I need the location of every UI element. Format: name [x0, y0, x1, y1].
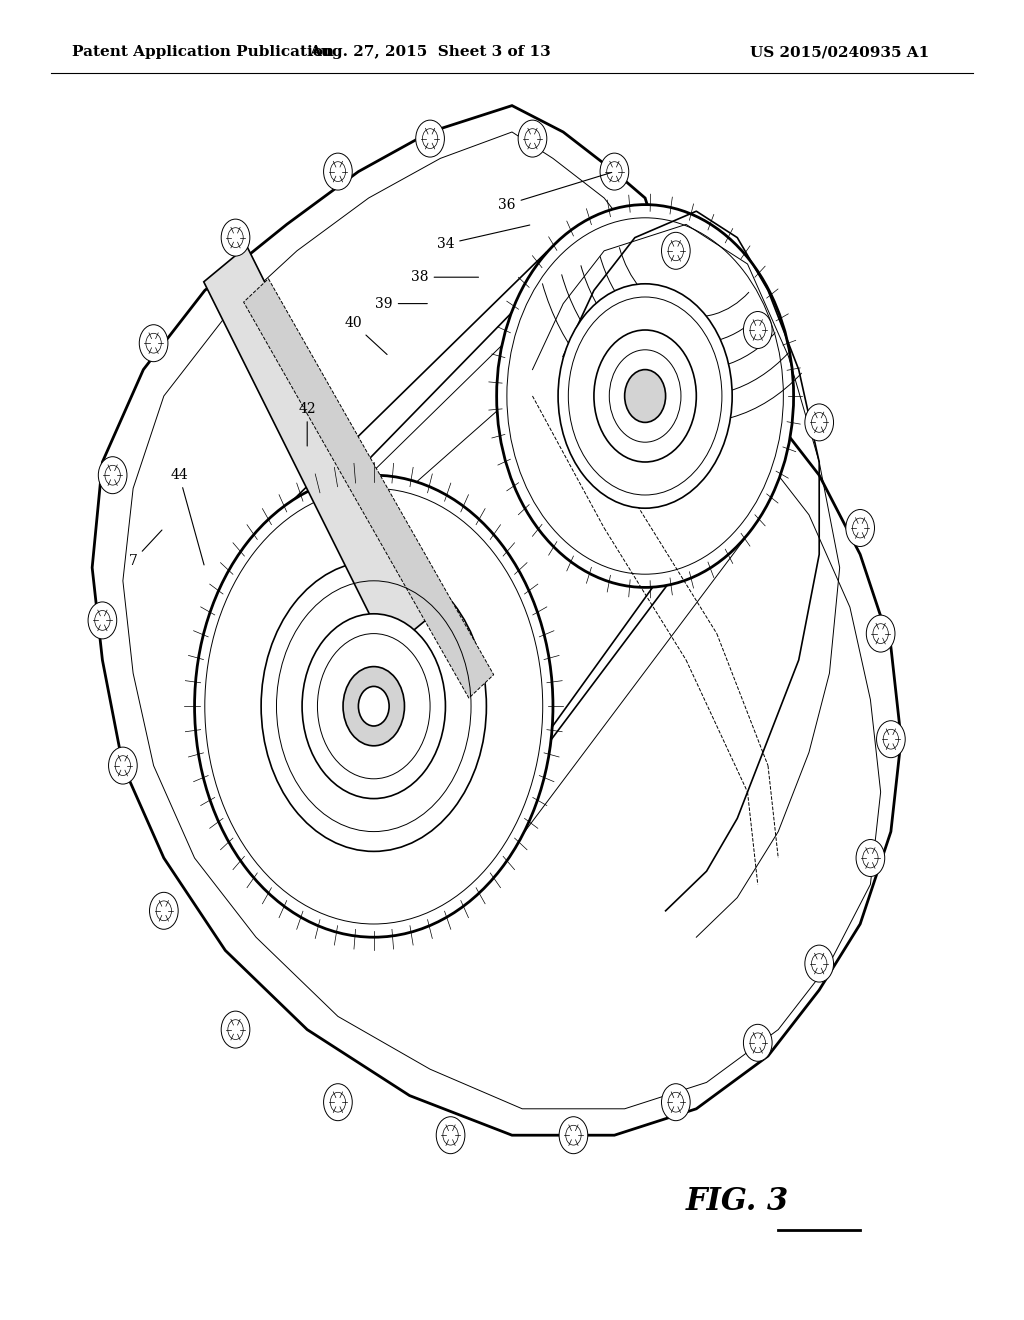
Ellipse shape [88, 602, 117, 639]
Ellipse shape [662, 232, 690, 269]
Ellipse shape [109, 747, 137, 784]
Ellipse shape [805, 945, 834, 982]
Ellipse shape [600, 153, 629, 190]
Ellipse shape [324, 153, 352, 190]
Polygon shape [92, 106, 901, 1135]
Text: 7: 7 [129, 531, 162, 568]
Ellipse shape [98, 457, 127, 494]
Text: US 2015/0240935 A1: US 2015/0240935 A1 [750, 45, 930, 59]
Text: 44: 44 [170, 469, 204, 565]
Ellipse shape [559, 1117, 588, 1154]
Text: 40: 40 [344, 317, 387, 355]
Ellipse shape [558, 284, 732, 508]
Ellipse shape [358, 686, 389, 726]
Ellipse shape [302, 614, 445, 799]
Ellipse shape [324, 1084, 352, 1121]
Ellipse shape [436, 1117, 465, 1154]
Text: Patent Application Publication: Patent Application Publication [72, 45, 334, 59]
Ellipse shape [866, 615, 895, 652]
Ellipse shape [139, 325, 168, 362]
Text: 36: 36 [498, 173, 611, 211]
Ellipse shape [856, 840, 885, 876]
Ellipse shape [261, 561, 486, 851]
Text: 39: 39 [375, 297, 427, 310]
Ellipse shape [625, 370, 666, 422]
Ellipse shape [518, 120, 547, 157]
Ellipse shape [846, 510, 874, 546]
Text: FIG. 3: FIG. 3 [686, 1185, 788, 1217]
Ellipse shape [662, 1084, 690, 1121]
Ellipse shape [743, 1024, 772, 1061]
Ellipse shape [497, 205, 794, 587]
Text: 38: 38 [411, 271, 478, 284]
Text: 34: 34 [436, 224, 529, 251]
Ellipse shape [805, 404, 834, 441]
Ellipse shape [594, 330, 696, 462]
Ellipse shape [743, 312, 772, 348]
Ellipse shape [221, 1011, 250, 1048]
Text: 42: 42 [298, 403, 316, 446]
Ellipse shape [416, 120, 444, 157]
Text: Aug. 27, 2015  Sheet 3 of 13: Aug. 27, 2015 Sheet 3 of 13 [309, 45, 551, 59]
Ellipse shape [877, 721, 905, 758]
Ellipse shape [221, 219, 250, 256]
Ellipse shape [343, 667, 404, 746]
Polygon shape [244, 279, 494, 698]
Ellipse shape [195, 475, 553, 937]
Polygon shape [204, 246, 431, 652]
Ellipse shape [150, 892, 178, 929]
